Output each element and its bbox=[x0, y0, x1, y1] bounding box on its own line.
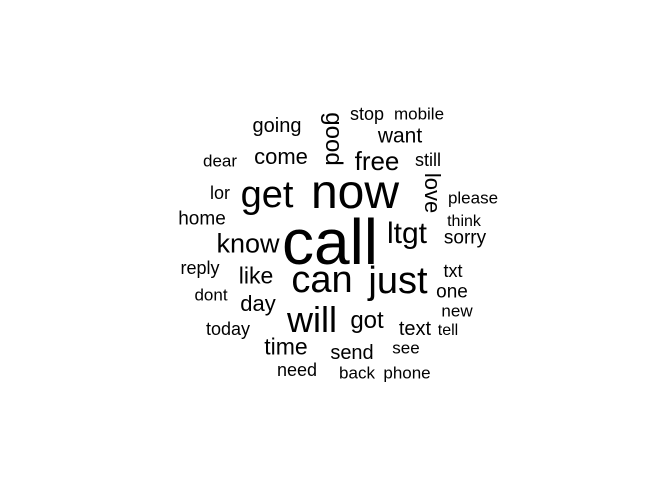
word-like: like bbox=[238, 262, 274, 289]
word-time: time bbox=[264, 333, 308, 360]
word-will: will bbox=[287, 299, 337, 340]
word-going: going bbox=[252, 115, 302, 137]
word-text: text bbox=[398, 318, 432, 340]
word-tell: tell bbox=[437, 322, 459, 339]
word-dear: dear bbox=[202, 151, 238, 171]
word-phone: phone bbox=[383, 363, 431, 383]
word-get: get bbox=[240, 174, 294, 216]
word-mobile: mobile bbox=[393, 104, 445, 124]
word-good: good bbox=[320, 112, 347, 166]
word-sorry: sorry bbox=[443, 227, 487, 249]
word-new: new bbox=[441, 301, 473, 321]
word-reply: reply bbox=[180, 258, 220, 278]
word-lor: lor bbox=[209, 183, 231, 203]
word-please: please bbox=[447, 188, 499, 208]
word-back: back bbox=[339, 363, 375, 383]
word-want: want bbox=[377, 124, 423, 148]
word-need: need bbox=[276, 360, 318, 380]
word-home: home bbox=[178, 208, 226, 230]
word-love: love bbox=[420, 172, 445, 214]
word-got: got bbox=[350, 307, 384, 334]
word-free: free bbox=[354, 146, 400, 176]
word-today: today bbox=[205, 319, 251, 339]
word-stop: stop bbox=[349, 104, 385, 124]
word-txt: txt bbox=[443, 261, 463, 281]
word-come: come bbox=[254, 144, 308, 169]
word-see: see bbox=[392, 338, 420, 358]
word-just: just bbox=[368, 260, 428, 302]
word-still: still bbox=[415, 150, 441, 170]
word-now: now bbox=[310, 166, 400, 219]
word-day: day bbox=[240, 291, 276, 316]
word-know: know bbox=[216, 228, 280, 259]
word-ltgt: ltgt bbox=[386, 217, 428, 250]
word-dont: dont bbox=[194, 285, 228, 305]
word-send: send bbox=[330, 342, 374, 364]
word-can: can bbox=[291, 259, 353, 301]
word-one: one bbox=[436, 281, 468, 303]
word-call: call bbox=[281, 206, 379, 278]
word-think: think bbox=[447, 213, 481, 230]
